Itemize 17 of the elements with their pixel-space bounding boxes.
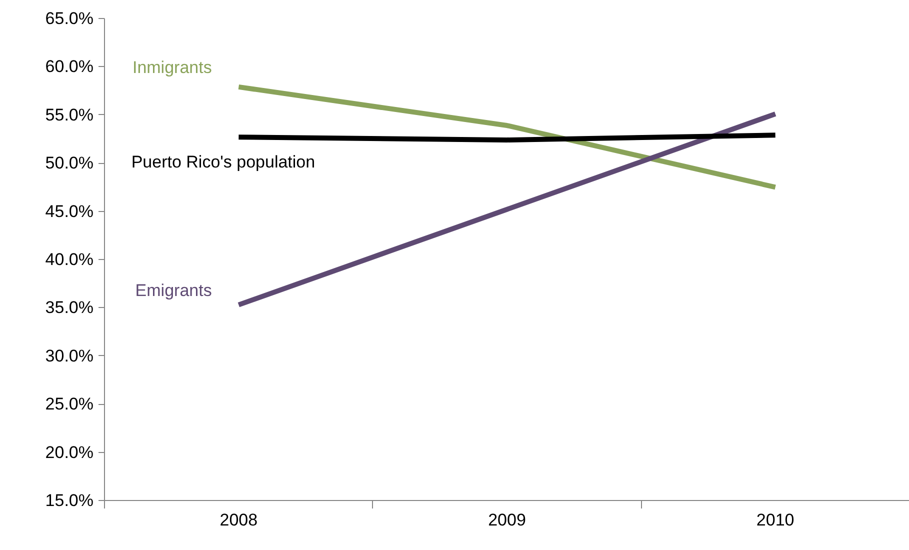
x-tick-label: 2008 bbox=[220, 510, 258, 530]
series-label: Emigrants bbox=[135, 280, 212, 300]
y-tick-label: 55.0% bbox=[45, 105, 94, 124]
y-tick-label: 15.0% bbox=[45, 491, 94, 510]
y-tick-label: 45.0% bbox=[45, 202, 94, 221]
series-label: Puerto Rico's population bbox=[131, 152, 316, 172]
x-tick-label: 2009 bbox=[488, 510, 526, 530]
series-label: Inmigrants bbox=[132, 58, 212, 78]
y-tick-label: 50.0% bbox=[45, 154, 94, 173]
y-tick-label: 40.0% bbox=[45, 250, 94, 269]
y-tick-label: 35.0% bbox=[45, 298, 94, 318]
y-tick-label: 65.0% bbox=[45, 9, 94, 28]
y-tick-label: 20.0% bbox=[45, 442, 94, 462]
x-tick-label: 2010 bbox=[756, 510, 794, 530]
y-tick-label: 25.0% bbox=[45, 394, 94, 414]
y-tick-label: 60.0% bbox=[45, 57, 94, 76]
y-tick-label: 30.0% bbox=[45, 346, 94, 366]
